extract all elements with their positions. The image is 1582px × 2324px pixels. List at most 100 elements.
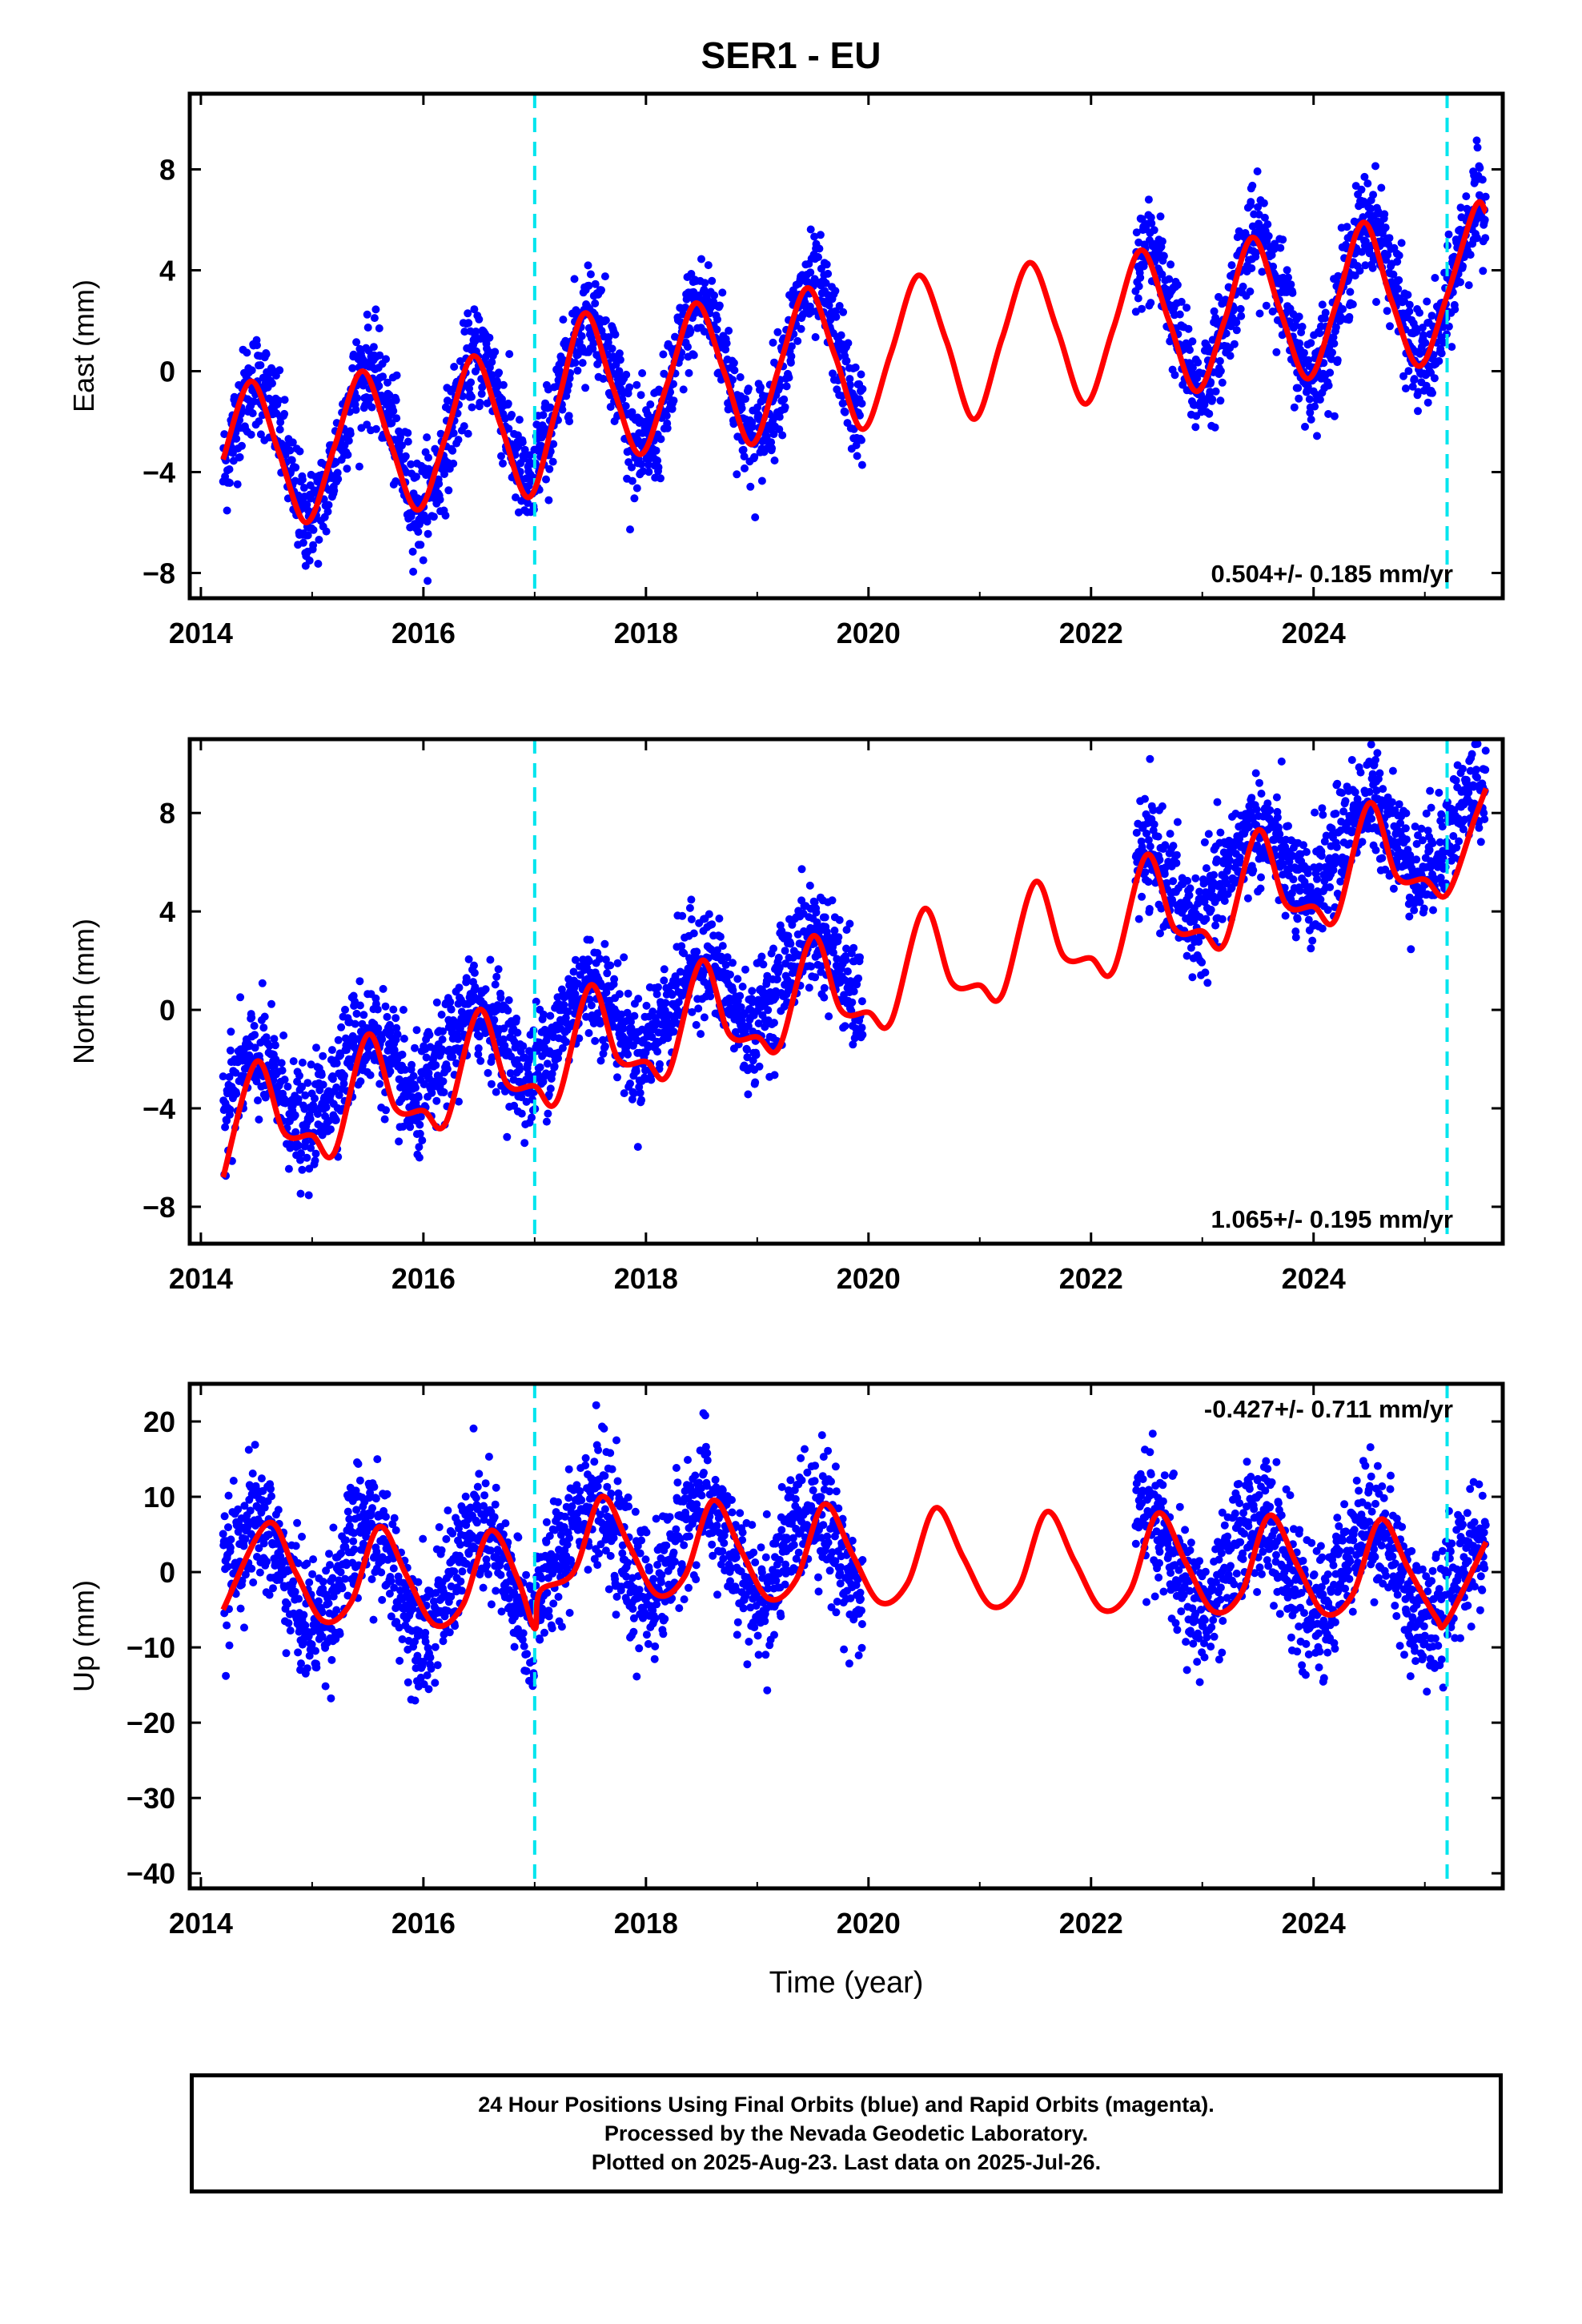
north-data-point — [1202, 915, 1211, 923]
east-data-point — [497, 452, 505, 460]
north-data-point — [845, 919, 854, 928]
north-data-point — [1251, 769, 1260, 778]
east-data-point — [1211, 423, 1219, 432]
east-data-point — [628, 476, 636, 485]
east-data-point — [852, 441, 861, 449]
east-data-point — [1326, 368, 1335, 377]
north-data-point — [708, 920, 717, 929]
north-data-point — [455, 983, 464, 992]
north-data-point — [400, 1065, 409, 1074]
east-data-point — [768, 444, 777, 452]
east-data-point — [718, 288, 727, 297]
north-data-point — [1308, 936, 1317, 945]
east-data-point — [464, 309, 472, 318]
north-data-point — [311, 1156, 319, 1165]
north-data-point — [262, 1033, 271, 1042]
north-data-point — [367, 1040, 375, 1049]
north-data-point — [1263, 799, 1272, 808]
north-data-point — [251, 1031, 259, 1039]
east-data-point — [423, 517, 432, 526]
east-data-point — [1472, 136, 1481, 145]
north-data-point — [494, 965, 503, 974]
north-data-point — [1138, 892, 1146, 901]
north-data-point — [296, 1189, 305, 1198]
north-data-point — [797, 865, 806, 874]
east-data-point — [450, 363, 459, 371]
north-data-point — [685, 903, 694, 912]
east-data-point — [697, 255, 705, 263]
north-data-point — [304, 1191, 313, 1200]
east-data-point — [371, 424, 380, 433]
east-data-point — [810, 232, 819, 241]
east-data-point — [286, 446, 295, 455]
north-data-point — [381, 1002, 390, 1011]
north-data-point — [415, 1143, 424, 1152]
north-data-point — [341, 1005, 349, 1014]
north-data-point — [1213, 798, 1222, 806]
east-data-point — [1156, 212, 1165, 221]
east-data-point — [407, 460, 416, 468]
east-data-point — [1216, 396, 1225, 405]
east-data-point — [782, 382, 791, 391]
east-data-point — [1405, 307, 1414, 316]
east-data-point — [1188, 337, 1197, 346]
north-data-point — [615, 990, 624, 999]
north-data-point — [820, 983, 829, 992]
east-data-point — [1481, 234, 1490, 243]
east-data-point — [1264, 231, 1273, 240]
east-data-point — [1423, 398, 1432, 407]
north-data-point — [219, 1072, 227, 1081]
north-data-point — [412, 1084, 420, 1092]
north-data-point — [380, 1115, 389, 1124]
north-data-point — [504, 1006, 512, 1015]
north-data-point — [636, 1088, 644, 1097]
north-data-point — [428, 1088, 436, 1097]
north-data-point — [312, 1043, 320, 1052]
east-data-point — [1276, 243, 1285, 252]
east-data-point — [485, 333, 494, 342]
north-data-points — [219, 739, 1490, 1200]
north-data-point — [642, 1001, 651, 1010]
east-data-point — [781, 403, 789, 412]
north-data-point — [1318, 924, 1327, 933]
east-data-point — [524, 499, 532, 508]
east-data-point — [504, 400, 512, 408]
north-data-point — [464, 955, 473, 963]
north-data-point — [729, 959, 737, 967]
east-data-point — [584, 281, 593, 290]
east-data-point — [1170, 371, 1179, 380]
east-data-point — [298, 475, 307, 484]
north-data-point — [339, 1080, 348, 1088]
east-data-point — [841, 408, 849, 416]
east-data-point — [309, 541, 318, 549]
north-data-point — [452, 1059, 461, 1068]
east-data-point — [785, 373, 793, 382]
east-data-point — [1447, 343, 1456, 352]
east-data-point — [330, 486, 339, 495]
east-data-point — [1393, 257, 1402, 266]
east-data-point — [565, 417, 574, 426]
east-data-point — [1247, 198, 1255, 207]
east-data-point — [1232, 318, 1241, 327]
east-data-point — [806, 225, 815, 234]
north-data-point — [393, 1030, 402, 1039]
north-data-point — [277, 1059, 286, 1068]
east-data-point — [638, 369, 647, 377]
north-data-point — [571, 990, 580, 999]
east-data-point — [1399, 372, 1407, 380]
north-data-point — [356, 1077, 365, 1086]
east-data-point — [644, 468, 653, 476]
east-data-point — [537, 441, 546, 450]
north-data-point — [1210, 870, 1219, 879]
north-data-point — [1378, 854, 1387, 862]
east-data-point — [220, 430, 229, 439]
east-data-point — [1263, 220, 1272, 229]
north-data-point — [744, 1090, 753, 1099]
east-data-point — [346, 429, 355, 438]
north-data-point — [1388, 766, 1397, 775]
north-data-point — [291, 1128, 300, 1136]
north-data-point — [298, 1058, 307, 1067]
east-data-point — [821, 279, 830, 287]
north-data-point — [416, 1129, 424, 1138]
